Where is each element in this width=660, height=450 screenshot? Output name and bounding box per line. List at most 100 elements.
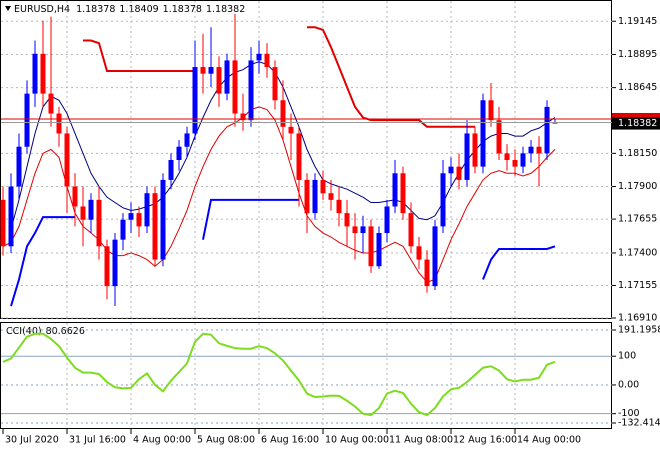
candle-body [352, 226, 358, 234]
candle-body [208, 67, 214, 74]
candle-body [448, 166, 454, 174]
y-tick-label: 1.18895 [618, 49, 657, 60]
candle-body [408, 213, 414, 247]
candle-body [200, 67, 206, 74]
candle-body [72, 186, 78, 207]
header-high: 1.18409 [119, 4, 158, 15]
candle-body [32, 53, 38, 94]
overlay-line [2, 106, 556, 283]
candle-body [248, 60, 254, 121]
candle-body [24, 93, 30, 147]
y2-tick-label: 100 [618, 351, 636, 362]
candle-body [184, 133, 190, 147]
candle-body [440, 173, 446, 227]
candle-body [224, 60, 230, 94]
candle-body [216, 67, 222, 94]
y2-tick-label: -100 [618, 408, 640, 419]
x-tick-label: 31 Jul 16:00 [69, 435, 126, 446]
candle-body [456, 166, 462, 180]
candle-body [240, 113, 246, 121]
x-tick-label: 14 Aug 00:00 [517, 435, 581, 446]
candle-body [192, 67, 198, 134]
candle-body [176, 146, 182, 160]
candle-body [312, 179, 318, 214]
candle-body [40, 53, 46, 94]
candle-body [0, 199, 6, 247]
candle-body [536, 146, 542, 154]
candle-body [88, 199, 94, 220]
header-close: 1.18382 [206, 4, 245, 15]
candle-body [144, 193, 150, 227]
candle-body [288, 126, 294, 134]
candle-body [336, 199, 342, 214]
candle-body [472, 133, 478, 167]
candle-body [528, 146, 534, 154]
candle-body [48, 93, 54, 114]
y-tick-label: 1.18150 [618, 148, 657, 159]
candle-body [280, 100, 286, 127]
header-open: 1.18378 [76, 4, 115, 15]
x-tick-label: 30 Jul 2020 [5, 435, 59, 446]
y-tick-label: 1.17155 [618, 280, 657, 291]
candle-body [376, 233, 382, 267]
y-tick-label: 1.19145 [618, 16, 657, 27]
candle-body [264, 53, 270, 68]
candle-body [56, 113, 62, 134]
candle-body [480, 100, 486, 167]
candle-body [232, 60, 238, 114]
candle-body [296, 133, 302, 180]
y-tick-label: 1.18645 [618, 82, 657, 93]
candle-body [160, 179, 166, 260]
candle-body [64, 133, 70, 187]
cci-name: CCI(40) [6, 326, 42, 337]
candle-body [136, 213, 142, 227]
candle-body [544, 106, 550, 154]
symbol: EURUSD,H4 [14, 4, 70, 15]
candle-body [464, 133, 470, 180]
candle-body [8, 186, 14, 247]
candle-body [416, 246, 422, 260]
cci-header: CCI(40) 80.6626 [6, 326, 85, 337]
x-tick-label: 10 Aug 00:00 [325, 435, 389, 446]
header-low: 1.18378 [163, 4, 202, 15]
candle-body [104, 246, 110, 287]
candle-body [512, 160, 518, 167]
x-tick-label: 6 Aug 16:00 [261, 435, 319, 446]
y2-tick-label: 0.00 [618, 379, 639, 390]
overlay-line [10, 198, 556, 307]
candle-body [80, 206, 86, 220]
candle-body [400, 173, 406, 214]
x-tick-label: 12 Aug 16:00 [453, 435, 517, 446]
cci-line [2, 332, 556, 417]
candle-body [504, 153, 510, 160]
overlay-line [83, 26, 475, 128]
candle-body [128, 213, 134, 220]
bid-label-box [612, 117, 660, 130]
chart-header: EURUSD,H4 1.18378 1.18409 1.18378 1.18382 [14, 4, 245, 15]
candle-body [488, 100, 494, 121]
y2-tick-label: -132.4148 [618, 418, 660, 429]
candle-body [384, 206, 390, 234]
x-tick-label: 5 Aug 08:00 [197, 435, 255, 446]
y-tick-label: 1.16910 [618, 313, 657, 324]
candle-body [328, 193, 334, 200]
candle-body [344, 213, 350, 227]
candle-body [496, 120, 502, 154]
candle-body [120, 219, 126, 240]
candle-body [360, 226, 366, 234]
candle-body [368, 226, 374, 267]
y-tick-label: 1.17655 [618, 214, 657, 225]
cci-panel-border [0, 322, 612, 429]
header-arrow [5, 6, 11, 11]
candle-body [96, 199, 102, 247]
candle-body [256, 53, 262, 61]
candle-body [304, 179, 310, 214]
cci-value: 80.6626 [46, 326, 85, 337]
candle-body [152, 193, 158, 260]
bid-label: 1.18382 [618, 118, 657, 129]
y-tick-label: 1.17400 [618, 247, 657, 258]
candle-body [168, 160, 174, 180]
candle-body [520, 153, 526, 167]
